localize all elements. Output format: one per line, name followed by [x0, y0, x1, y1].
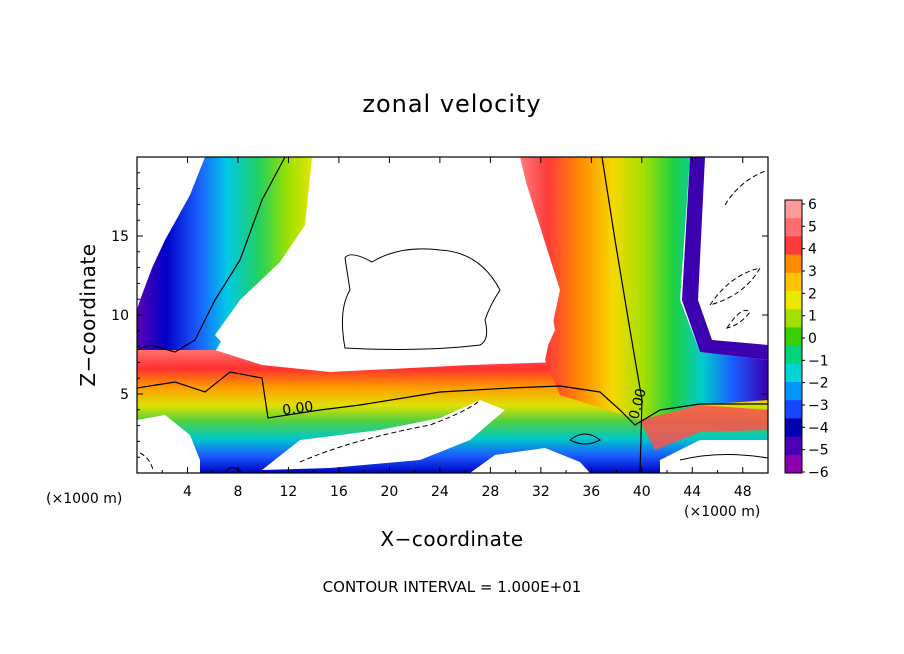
- x-tick-label: 32: [532, 484, 550, 500]
- x-tick-label: 4: [183, 484, 192, 500]
- colorbar-swatch: [785, 418, 802, 438]
- x-tick-label: 20: [380, 484, 398, 500]
- colorbar-label: −6: [808, 465, 829, 481]
- contour-label: 0.00: [281, 399, 314, 419]
- x-tick-label: 12: [280, 484, 298, 500]
- y-axis: 5 10 15: [111, 172, 768, 458]
- colorbar-swatch: [785, 436, 802, 456]
- x-unit-label-left: (×1000 m): [46, 491, 122, 507]
- x-tick-label: 8: [233, 484, 242, 500]
- colorbar-label: 6: [808, 197, 817, 213]
- colorbar-swatch: [785, 309, 802, 328]
- colorbar-swatch: [785, 363, 802, 383]
- colorbar-swatch: [785, 454, 802, 474]
- x-tick-label: 44: [683, 484, 701, 500]
- colorbar-label: 0: [808, 331, 817, 347]
- contour-interval-note: CONTOUR INTERVAL = 1.000E+01: [323, 578, 582, 596]
- colorbar-label: 2: [808, 286, 817, 302]
- y-tick-label: 15: [111, 229, 129, 245]
- colorbar-label: 4: [808, 242, 817, 258]
- contour-label: 0.00: [626, 387, 650, 421]
- x-tick-label: 48: [734, 484, 752, 500]
- colorbar-swatch: [785, 272, 802, 292]
- colorbar-label: 1: [808, 309, 817, 325]
- colorbar-label: −3: [808, 398, 829, 414]
- colorbar-swatch: [785, 200, 802, 219]
- colorbar-label: −1: [808, 353, 829, 369]
- x-tick-label: 24: [431, 484, 449, 500]
- colorbar-swatch: [785, 327, 802, 347]
- x-axis-label: X−coordinate: [380, 527, 523, 551]
- colorbar-frame: [784, 199, 803, 474]
- x-tick-label: 40: [633, 484, 651, 500]
- colorbar-label: −2: [808, 376, 829, 392]
- colorbar-swatch: [785, 400, 802, 419]
- colorbar: 6 5 4 3 2 1 0 −1 −2 −3 −4 −5 −6: [784, 197, 829, 481]
- colorbar-swatch: [785, 218, 802, 237]
- colorbar-label: 5: [808, 219, 817, 235]
- chart-title: zonal velocity: [362, 90, 541, 118]
- colorbar-swatch: [785, 345, 802, 365]
- colorbar-swatch: [785, 382, 802, 401]
- colorbar-label: 3: [808, 264, 817, 280]
- x-tick-label: 28: [481, 484, 499, 500]
- y-tick-label: 10: [111, 308, 129, 324]
- x-tick-label: 36: [582, 484, 600, 500]
- plot-field: [137, 157, 768, 473]
- x-axis: 4 8 12 16 20 24 28 32 36 40 44 48: [161, 157, 752, 500]
- y-axis-label: Z−coordinate: [76, 243, 100, 386]
- colorbar-swatch: [785, 291, 802, 310]
- colorbar-swatch: [785, 236, 802, 256]
- colorbar-label: −5: [808, 443, 829, 459]
- x-tick-label: 16: [330, 484, 348, 500]
- colorbar-label: −4: [808, 420, 829, 436]
- colorbar-swatch: [785, 254, 802, 274]
- y-tick-label: 5: [120, 387, 129, 403]
- x-unit-label-right: (×1000 m): [684, 504, 760, 520]
